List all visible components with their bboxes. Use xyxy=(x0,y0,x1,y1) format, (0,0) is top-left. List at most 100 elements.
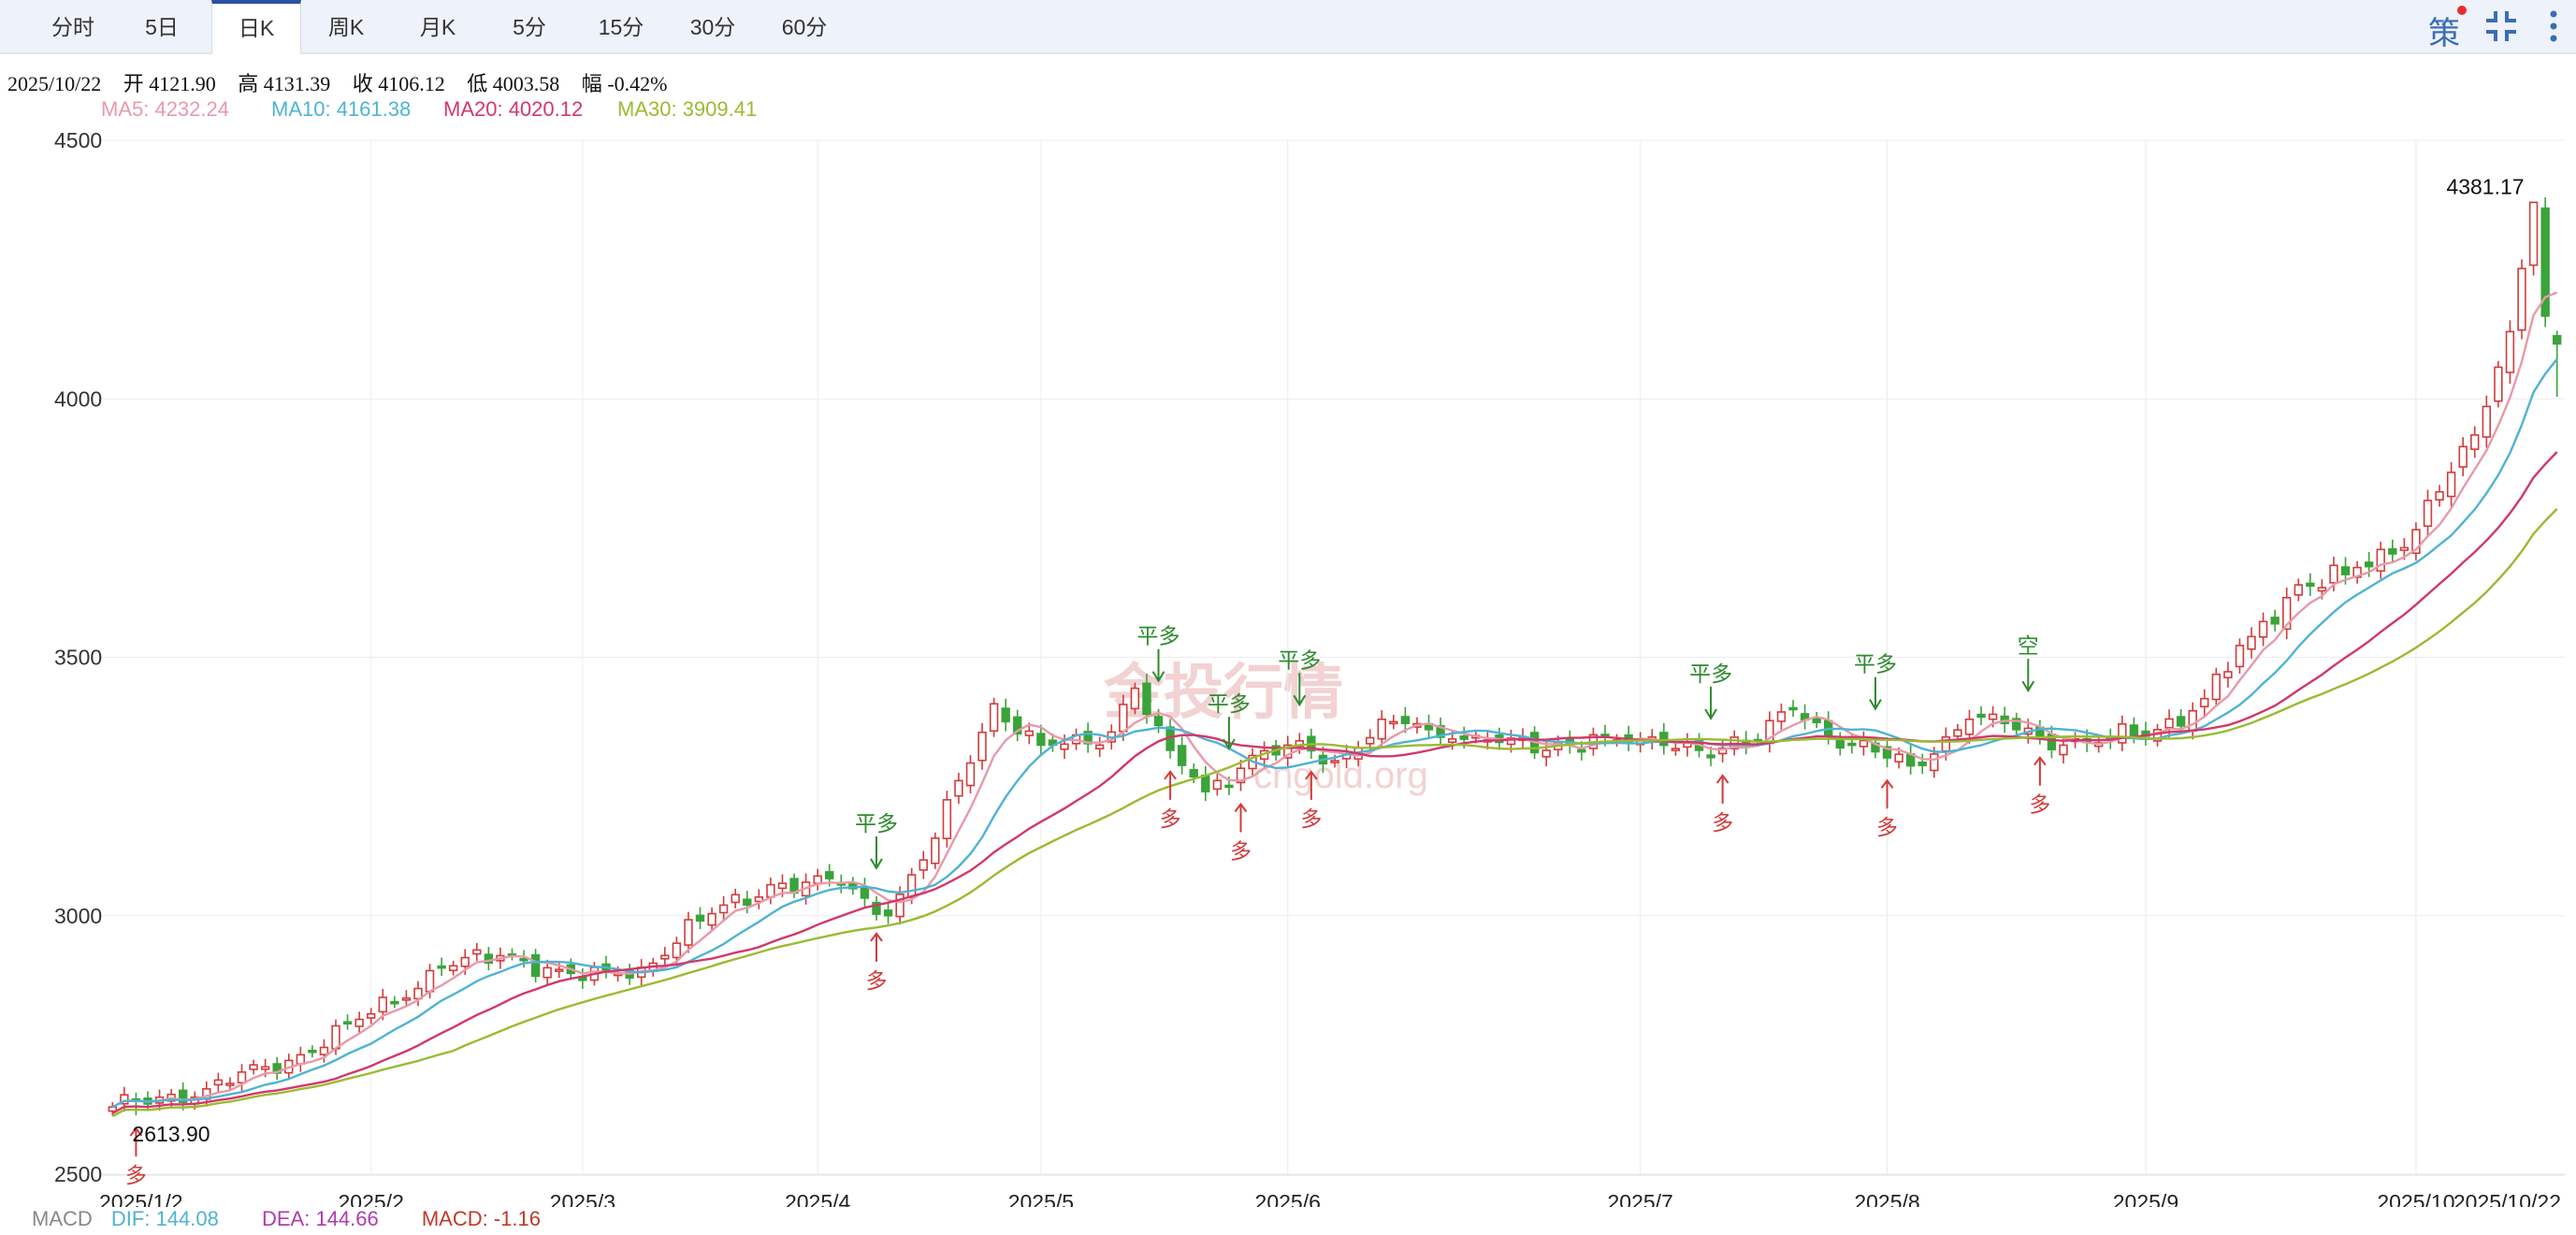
signal-close-long-label: 平多 xyxy=(1208,691,1251,716)
candle-down xyxy=(1847,742,1857,747)
candle-up xyxy=(1953,729,1962,737)
candle-up xyxy=(2223,671,2233,679)
candle-down xyxy=(1659,732,1669,747)
candle-down xyxy=(1013,716,1022,735)
candle-down xyxy=(178,1089,188,1103)
candle-down xyxy=(1142,682,1151,716)
candle-down xyxy=(2364,561,2374,568)
x-tick-label: 2025/5 xyxy=(1008,1190,1074,1207)
candle-up xyxy=(672,942,682,959)
candle-up xyxy=(2059,744,2068,756)
candle-up xyxy=(2211,673,2221,701)
candle-down xyxy=(484,953,494,964)
candle-up xyxy=(2118,723,2127,744)
notification-dot xyxy=(2457,6,2467,15)
ma30-legend: MA30: 3909.41 xyxy=(617,97,758,121)
x-tick-label: 2025/7 xyxy=(1607,1190,1672,1207)
signal-up-arrow-head xyxy=(1234,802,1248,813)
candle-up xyxy=(1671,748,1681,751)
signal-down-arrow-head xyxy=(1869,699,1882,711)
candle-up xyxy=(2494,366,2503,402)
candle-up xyxy=(401,997,412,1001)
candle-up xyxy=(2528,201,2539,267)
candle-down xyxy=(1400,716,1411,724)
tab-30min[interactable]: 30分 xyxy=(689,15,736,39)
signal-down-arrow-head xyxy=(1293,694,1307,707)
candle-up xyxy=(2399,546,2410,551)
macd-label: MACD xyxy=(32,1207,93,1230)
x-axis: 2025/1/2 2025/2 2025/3 2025/4 2025/5 2025/6 20… xyxy=(99,1190,2561,1207)
candle-down xyxy=(883,909,893,917)
candle-down xyxy=(1788,706,1798,711)
signal-up-arrow-head xyxy=(129,1126,143,1137)
candle-up xyxy=(1060,743,1069,750)
low-label: 低 xyxy=(467,72,488,95)
candle-up xyxy=(1930,753,1939,772)
candle-up xyxy=(1212,779,1223,791)
signal-long-label: 多 xyxy=(865,968,887,993)
signal-close-long-label: 平多 xyxy=(1854,652,1897,676)
candle-down xyxy=(1706,754,1715,759)
y-tick-label: 4000 xyxy=(54,386,102,411)
candle-down xyxy=(1577,748,1586,753)
high-annotation: 4381.17 xyxy=(2446,175,2524,199)
low-annotation: 2613.90 xyxy=(132,1122,210,1146)
candle-up xyxy=(2188,709,2197,732)
candle-down xyxy=(2553,335,2562,345)
x-tick-label: 2025/10 xyxy=(2377,1190,2454,1207)
candle-up xyxy=(777,882,788,890)
candle-up xyxy=(954,779,963,797)
more-vertical-icon[interactable] xyxy=(2548,9,2559,51)
candle-down xyxy=(1036,733,1046,747)
tab-monthly-k[interactable]: 月K xyxy=(419,15,456,39)
tab-weekly-k[interactable]: 周K xyxy=(327,15,365,39)
candle-up xyxy=(2470,434,2480,450)
candle-up xyxy=(2247,635,2256,650)
candle-up xyxy=(2505,330,2515,373)
signal-up-arrow-head xyxy=(1305,770,1318,780)
candle-up xyxy=(2458,445,2467,468)
candle-up xyxy=(2235,645,2245,668)
candle-up xyxy=(2376,548,2385,573)
candle-down xyxy=(1976,713,1986,719)
candle-up xyxy=(2317,587,2327,592)
candle-up xyxy=(718,904,729,914)
tab-5day[interactable]: 5日 xyxy=(145,15,179,39)
candle-down xyxy=(1201,775,1210,792)
candle-down xyxy=(437,965,446,969)
period-tab-bar: 分时 5日 日K 周K 月K 5分 15分 30分 60分 策 xyxy=(0,0,2576,54)
candle-down xyxy=(1153,716,1164,727)
tab-5min[interactable]: 5分 xyxy=(513,15,546,39)
ma20-legend: MA20: 4020.12 xyxy=(443,97,584,121)
signal-down-arrow-head xyxy=(1704,708,1717,720)
candle-down xyxy=(519,957,528,962)
candle-up xyxy=(1389,720,1398,725)
candle-down xyxy=(743,898,752,906)
candle-up xyxy=(1377,718,1386,740)
candle-up xyxy=(413,987,423,1000)
y-tick-label: 3500 xyxy=(54,646,102,670)
strategy-button[interactable]: 策 xyxy=(2428,16,2460,51)
candle-up xyxy=(2258,620,2268,638)
candle-down xyxy=(2340,566,2351,575)
signal-up-arrow-head xyxy=(870,932,883,942)
signal-up-arrow-head xyxy=(1880,778,1894,789)
candle-up xyxy=(754,896,764,903)
close-label: 收 xyxy=(352,72,373,95)
candle-up xyxy=(555,968,564,972)
tab-60min[interactable]: 60分 xyxy=(781,15,828,39)
fullscreen-icon[interactable] xyxy=(2484,9,2518,51)
candles xyxy=(108,196,2562,1116)
candle-up xyxy=(2435,490,2444,501)
candle-up xyxy=(367,1012,376,1019)
candle-up xyxy=(1894,753,1903,763)
candle-down xyxy=(695,914,705,923)
signal-down-arrow-head xyxy=(870,858,883,870)
candle-down xyxy=(390,1000,399,1005)
tab-daily-k[interactable]: 日K xyxy=(211,0,301,54)
candle-up xyxy=(919,859,928,871)
candle-up xyxy=(1119,704,1128,733)
tab-minute[interactable]: 分时 xyxy=(51,15,94,39)
tab-15min[interactable]: 15分 xyxy=(598,15,644,39)
